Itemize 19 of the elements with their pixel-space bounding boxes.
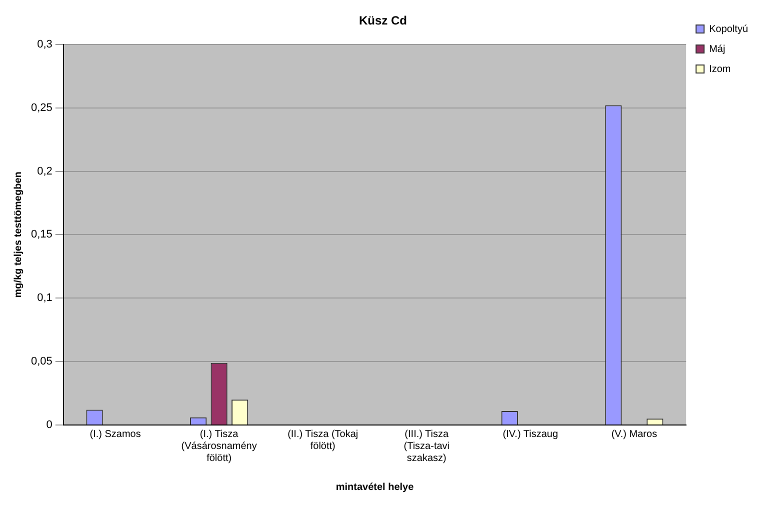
legend-label: Kopoltyú <box>709 24 748 35</box>
y-axis-title: mg/kg teljes testtömegben <box>12 172 24 298</box>
y-tick-label: 0,2 <box>37 165 52 178</box>
x-tick-label: (I.) Szamos <box>90 428 141 440</box>
x-tick-label: (V.) Maros <box>611 428 658 440</box>
y-tick-label: 0,3 <box>37 38 52 50</box>
legend-label: Máj <box>709 44 726 55</box>
y-tick-label: 0,15 <box>30 228 52 241</box>
x-tick-label: (III.) Tisza (Tisza-tavi szakasz) <box>404 428 450 464</box>
chart-title: Küsz Cd <box>359 14 407 28</box>
y-tick-label: 0,1 <box>37 292 52 304</box>
x-tick-label: (II.) Tisza (Tokaj fölött) <box>288 428 358 452</box>
x-tick-label: (IV.) Tiszaug <box>502 428 558 440</box>
x-tick-label: (I.) Tisza (Vásárosnamény fölött) <box>181 428 257 464</box>
y-tick-label: 0 <box>46 419 52 432</box>
x-axis-title: mintavétel helye <box>336 482 414 493</box>
legend-label: Izom <box>709 64 731 75</box>
y-tick-label: 0,05 <box>30 356 52 368</box>
y-tick-label: 0,25 <box>30 102 52 114</box>
